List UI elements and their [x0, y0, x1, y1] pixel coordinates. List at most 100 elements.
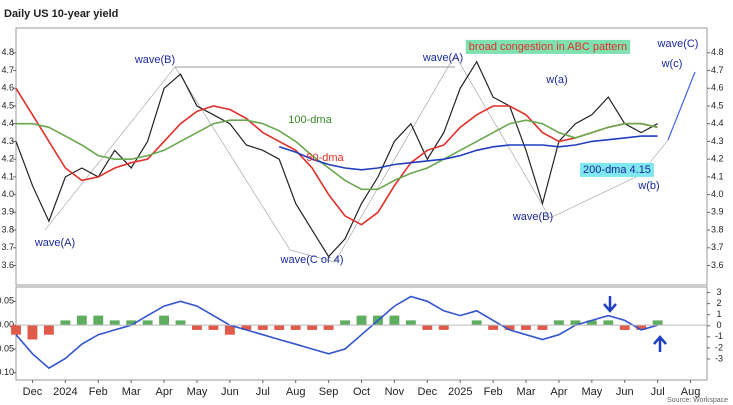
histogram-bar [27, 325, 38, 340]
y2-tick-label: 4.7 [711, 65, 724, 75]
y-tick-label: 4.6 [1, 83, 14, 93]
y-tick-label: -0.05 [0, 343, 14, 353]
y2-tick-label: 3 [716, 287, 721, 297]
histogram-bar [438, 325, 449, 330]
histogram-bar [652, 320, 663, 326]
x-tick-label: Jul [651, 386, 665, 398]
x-tick-label: Jun [616, 386, 634, 398]
histogram-bar [619, 325, 630, 330]
projection [667, 71, 696, 141]
y-tick-label: 3.9 [1, 207, 14, 217]
histogram-bar [126, 320, 137, 326]
x-tick-label: May [187, 386, 208, 398]
histogram-bar [636, 325, 647, 330]
histogram-bar [11, 325, 21, 335]
y2-tick-label: -2 [715, 342, 723, 352]
histogram-bar [93, 315, 104, 326]
histogram-bar [290, 325, 301, 330]
y2-tick-label: 4.2 [711, 154, 724, 164]
annotation: wave(C or 4) [280, 254, 344, 266]
annotation: broad congestion in ABC pattern [469, 41, 627, 53]
annotation: wave(B) [134, 54, 175, 66]
histogram-bar [340, 320, 350, 326]
series-line [16, 119, 658, 191]
y2-tick-label: 4.4 [711, 118, 724, 128]
macd-panel [15, 286, 708, 381]
histogram-bar [389, 315, 400, 326]
x-tick-label: May [581, 386, 602, 398]
annotation: wave(A) [34, 237, 75, 249]
y-tick-label: 0.00 [0, 320, 14, 330]
y2-tick-label: 3.8 [711, 224, 724, 234]
histogram-bar [43, 325, 54, 335]
y2-tick-label: 3.9 [711, 207, 724, 217]
y2-tick-label: 3.6 [711, 260, 724, 270]
histogram-bar [192, 325, 202, 330]
x-tick-label: Mar [517, 386, 536, 398]
y-tick-label: 3.6 [1, 260, 14, 270]
histogram-bar [159, 315, 170, 326]
histogram-bar [537, 325, 548, 330]
x-tick-label: Jul [256, 386, 270, 398]
histogram-bar [142, 320, 153, 326]
series-line [15, 87, 658, 226]
annotation: 100-dma [288, 114, 332, 126]
annotation: w(b) [637, 180, 659, 192]
histogram-bar [521, 325, 531, 330]
histogram-bar [175, 320, 186, 326]
histogram-bar [553, 320, 564, 326]
x-tick-label: Aug [286, 386, 306, 398]
histogram-bar [405, 320, 416, 326]
x-tick-label: Dec [418, 386, 438, 398]
y-tick-label: 4.5 [1, 100, 14, 110]
x-tick-label: Apr [156, 386, 173, 398]
histogram-bar [471, 320, 482, 326]
annotation: w(c) [661, 58, 683, 70]
histogram-bar [323, 325, 334, 330]
x-tick-label: Oct [353, 386, 370, 398]
chart-title: Daily US 10-year yield [4, 8, 118, 20]
y-tick-label: 3.7 [1, 242, 14, 252]
annotation: wave(A) [422, 52, 463, 64]
y-tick-label: 4.2 [1, 154, 14, 164]
x-tick-label: Nov [385, 386, 405, 398]
histogram-bar [224, 325, 235, 335]
y-tick-label: 4.1 [1, 171, 14, 181]
annotation-bg [580, 162, 654, 177]
y-tick-label: -0.10 [0, 367, 14, 377]
y-tick-label: 3.8 [1, 224, 14, 234]
y2-tick-label: 2 [716, 298, 721, 308]
annotation: 200-dma 4.15 [583, 164, 651, 176]
annotation: 50-dma [306, 152, 344, 164]
y2-tick-label: 4.8 [711, 47, 724, 57]
histogram-bar [241, 325, 252, 330]
x-tick-label: Apr [550, 386, 567, 398]
histogram-bar [570, 320, 581, 326]
annotation: w(a) [545, 74, 567, 86]
histogram-bar [488, 325, 499, 330]
histogram-bar [422, 325, 433, 330]
series-line [15, 295, 658, 370]
x-tick-label: Sep [319, 386, 339, 398]
histogram-bar [109, 320, 120, 326]
y2-tick-label: 4.5 [711, 100, 724, 110]
y-tick-label: 4.8 [1, 47, 14, 57]
down-arrow [603, 296, 617, 313]
x-tick-label: Jun [221, 386, 239, 398]
annotation: wave(C) [657, 38, 699, 50]
x-tick-label: 2024 [53, 386, 77, 398]
price-panel [15, 27, 708, 286]
x-tick-label: Feb [89, 386, 108, 398]
y2-tick-label: -1 [715, 331, 723, 341]
series-line [278, 135, 658, 171]
y2-tick-label: 4.3 [711, 136, 724, 146]
y-tick-label: 4.4 [1, 118, 14, 128]
x-tick-label: Aug [681, 386, 701, 398]
x-tick-label: Mar [122, 386, 141, 398]
source: Source: Workspace [667, 397, 728, 404]
x-tick-label: Dec [23, 386, 43, 398]
y2-tick-label: 4.1 [711, 171, 724, 181]
histogram-bar [257, 325, 268, 330]
y-tick-label: 4.3 [1, 136, 14, 146]
